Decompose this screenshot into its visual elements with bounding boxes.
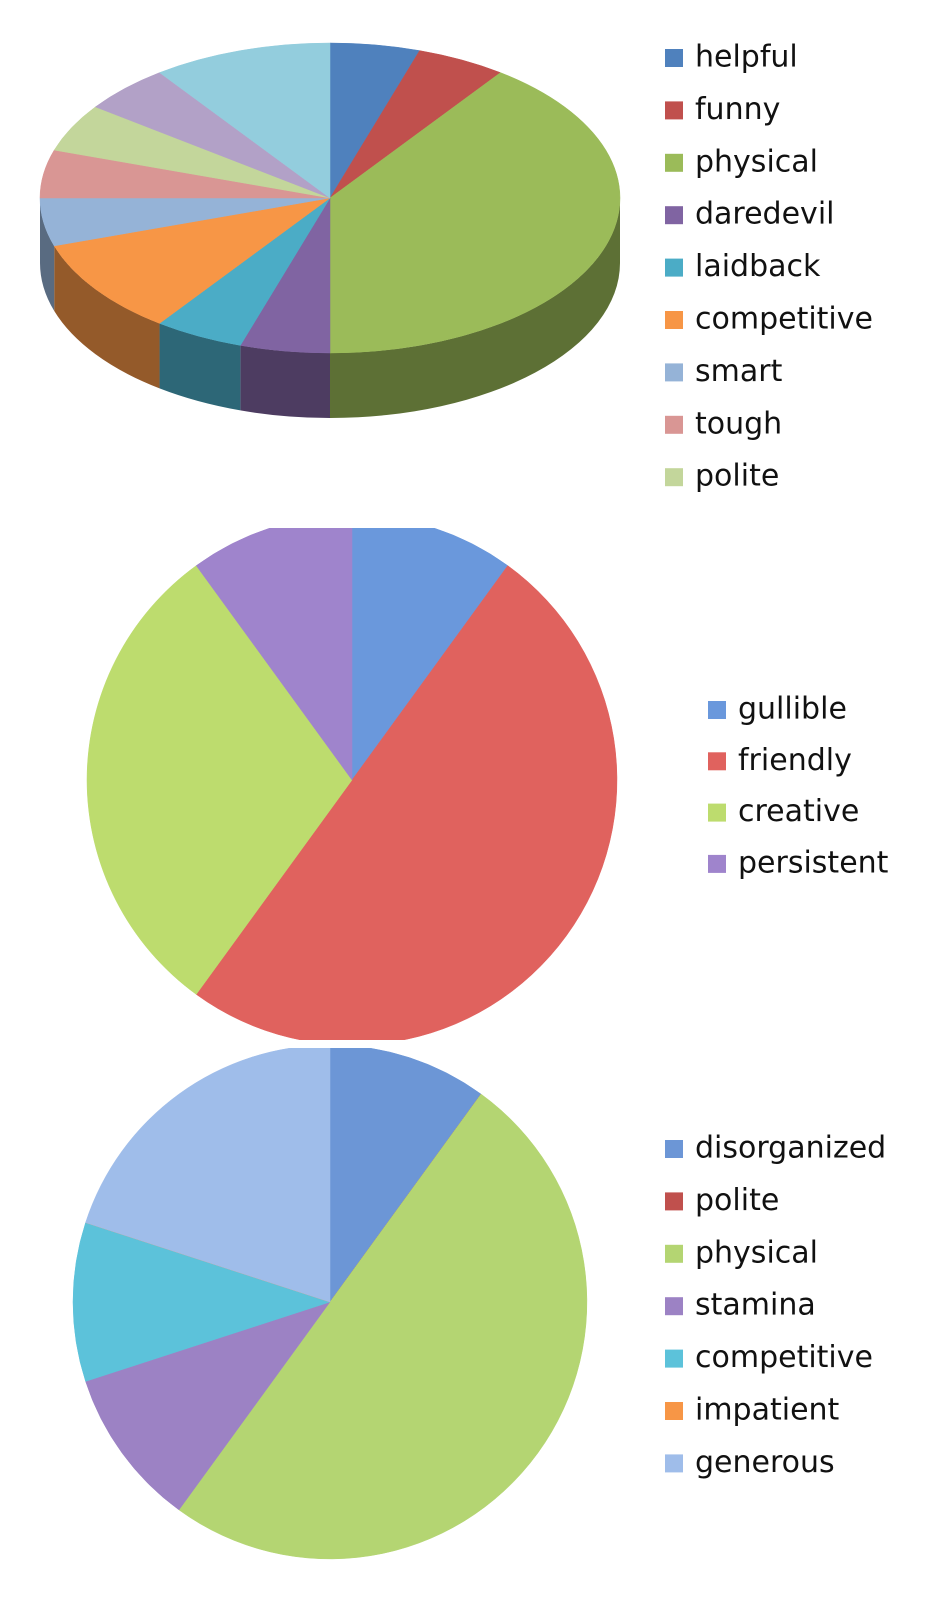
pie-side bbox=[240, 345, 330, 418]
legend-label: friendly bbox=[738, 743, 852, 778]
legend-swatch bbox=[665, 101, 683, 120]
legend-swatch bbox=[665, 363, 683, 382]
legend-swatch bbox=[708, 854, 726, 873]
legend-label: persistent bbox=[738, 845, 889, 880]
legend-label: daredevil bbox=[695, 197, 834, 232]
pie-side bbox=[159, 323, 241, 411]
chart-2 bbox=[86, 528, 618, 1040]
legend-label: funny bbox=[695, 92, 780, 127]
pie-slice bbox=[85, 1048, 331, 1303]
legend-swatch bbox=[665, 153, 683, 172]
legend-label: tough bbox=[695, 406, 782, 441]
pie-slice bbox=[195, 565, 618, 1040]
pie-slice bbox=[159, 42, 331, 199]
pie-side bbox=[54, 245, 160, 389]
legend-swatch bbox=[665, 1244, 683, 1263]
legend-label: smart bbox=[695, 354, 783, 389]
legend-label: stamina bbox=[695, 1288, 816, 1323]
chart-3 bbox=[72, 1048, 588, 1560]
pie-slice bbox=[329, 72, 621, 354]
legend-label: creative bbox=[738, 794, 859, 829]
legend-swatch bbox=[665, 1297, 683, 1316]
legend-swatch bbox=[708, 803, 726, 822]
pie-slice bbox=[72, 1222, 331, 1382]
legend-swatch bbox=[665, 1454, 683, 1473]
pie-side bbox=[40, 198, 55, 311]
legend-swatch bbox=[665, 468, 683, 487]
legend-label: polite bbox=[695, 1183, 779, 1218]
legend-swatch bbox=[665, 1349, 683, 1368]
legend-label: polite bbox=[695, 459, 779, 494]
legend-label: disorganized bbox=[695, 1131, 886, 1166]
legend-swatch bbox=[665, 206, 683, 225]
chart-1: helpful funny physical daredevil laidback com… bbox=[39, 40, 873, 494]
legend-3: disorganized polite physical stamina competi… bbox=[665, 1131, 886, 1480]
pie-slice bbox=[351, 528, 509, 781]
pie-slice bbox=[85, 1301, 331, 1511]
legend-2: gullible friendly creative persistent bbox=[708, 692, 889, 880]
legend-swatch bbox=[665, 49, 683, 67]
legend-swatch bbox=[708, 701, 726, 719]
legend-label: helpful bbox=[695, 40, 798, 75]
legend-swatch bbox=[665, 1140, 683, 1158]
legend-label: laidback bbox=[695, 249, 821, 284]
pie-side bbox=[330, 198, 620, 418]
legend-label: competitive bbox=[695, 302, 873, 337]
legend-label: generous bbox=[695, 1445, 835, 1480]
pie-slice bbox=[329, 1048, 482, 1303]
legend-swatch bbox=[665, 258, 683, 277]
legend-label: competitive bbox=[695, 1340, 873, 1375]
legend-swatch bbox=[665, 1192, 683, 1211]
pie-slice bbox=[86, 565, 353, 995]
legend-label: physical bbox=[695, 1235, 818, 1270]
legend-swatch bbox=[665, 311, 683, 329]
legend-swatch bbox=[665, 1402, 683, 1420]
legend-swatch bbox=[708, 752, 726, 771]
legend-label: physical bbox=[695, 144, 818, 179]
pie-slice bbox=[53, 197, 331, 324]
legend-label: gullible bbox=[738, 692, 847, 727]
legend-label: impatient bbox=[695, 1393, 840, 1428]
legend-swatch bbox=[665, 415, 683, 434]
pie-slice bbox=[178, 1093, 588, 1560]
pie-slice bbox=[195, 528, 353, 781]
